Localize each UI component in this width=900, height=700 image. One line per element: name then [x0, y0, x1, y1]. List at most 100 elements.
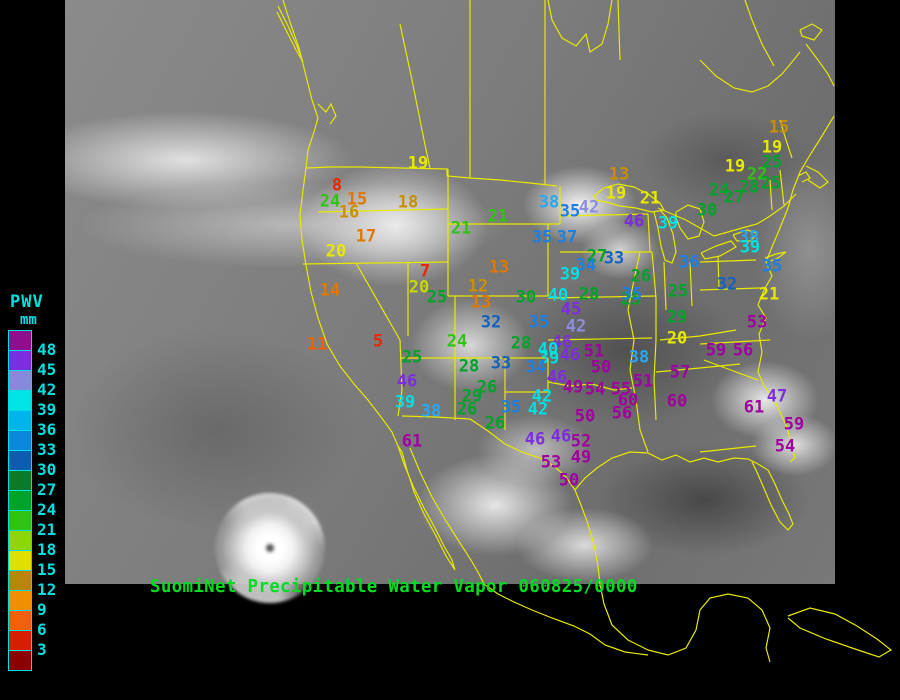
station-value: 15	[346, 189, 368, 210]
station-value: 21	[487, 206, 509, 227]
legend-title: PWV	[10, 292, 44, 312]
station-value: 46	[396, 371, 418, 392]
station-value: 25	[760, 173, 782, 194]
legend-tick-label: 39	[37, 400, 57, 419]
legend-swatch	[9, 511, 31, 531]
station-value: 49	[570, 447, 592, 468]
legend-tick-label: 45	[37, 360, 57, 379]
us-canada-border-west	[305, 166, 558, 187]
station-value: 56	[732, 340, 754, 361]
station-value: 35	[500, 397, 522, 418]
baja-coast	[397, 445, 456, 571]
station-value: 50	[574, 406, 596, 427]
station-value: 37	[556, 227, 578, 248]
station-value: 57	[669, 362, 691, 383]
station-value: 28	[578, 284, 600, 305]
station-value: 54	[584, 379, 606, 400]
station-value: 13	[470, 292, 492, 313]
us-mexico-border	[401, 415, 576, 491]
station-value: 35	[761, 256, 783, 277]
station-value: 20	[408, 277, 430, 298]
quebec-coast	[699, 51, 801, 93]
station-value: 61	[743, 397, 765, 418]
station-value: 34	[525, 357, 547, 378]
legend-tick-label: 48	[37, 340, 57, 359]
legend-swatch	[9, 611, 31, 631]
ks-ok-border	[547, 337, 653, 341]
lake-ontario	[732, 229, 758, 242]
station-value: 56	[611, 403, 633, 424]
station-value: 25	[761, 152, 783, 173]
station-value: 46	[546, 367, 568, 388]
station-value: 39	[657, 213, 679, 234]
ok-tx-border	[547, 381, 633, 391]
bc-alberta-border	[399, 23, 431, 169]
gulf-st-lawrence	[805, 43, 835, 87]
station-value: 26	[630, 266, 652, 287]
station-value: 18	[397, 192, 419, 213]
station-value: 42	[565, 316, 587, 337]
legend-tick-label: 27	[37, 480, 57, 499]
legend-tick-label: 30	[37, 460, 57, 479]
station-value: 32	[716, 274, 738, 295]
station-value: 25	[426, 287, 448, 308]
legend-tick-label: 3	[37, 640, 47, 659]
ny-pa-border	[699, 259, 757, 263]
cape-cod	[797, 171, 811, 183]
station-value: 35	[531, 227, 553, 248]
legend-swatch	[9, 331, 31, 351]
station-value: 36	[678, 252, 700, 273]
legend-tick-label: 21	[37, 520, 57, 539]
station-value: 52	[570, 431, 592, 452]
legend-swatch	[9, 631, 31, 651]
station-value: 33	[603, 248, 625, 269]
42n-state-line	[302, 261, 449, 265]
legend-tick-label: 15	[37, 560, 57, 579]
station-value: 35	[559, 201, 581, 222]
station-value: 51	[632, 371, 654, 392]
station-value: 21	[450, 218, 472, 239]
station-value: 46	[559, 345, 581, 366]
nh-me-border	[779, 169, 785, 206]
lake-erie	[700, 240, 737, 260]
station-value: 39	[739, 237, 761, 258]
mexico-pacific-coast	[483, 583, 649, 656]
station-value: 16	[338, 202, 360, 223]
lake-michigan	[653, 209, 677, 264]
legend-tick-label: 33	[37, 440, 57, 459]
station-value: 15	[768, 117, 790, 138]
legend-bar-wrap: 48 45 42 39 36 33 30 27 24 21 18 15 12 9 6 3	[8, 330, 56, 671]
legend-swatch	[9, 451, 31, 471]
legend-tick-label: 24	[37, 500, 57, 519]
tn-al-ga-border	[655, 363, 741, 373]
station-value: 19	[605, 183, 627, 204]
station-value: 25	[667, 281, 689, 302]
puget-sound	[317, 102, 337, 125]
legend-swatch	[9, 351, 31, 371]
lake-huron	[675, 204, 705, 240]
newfoundland	[799, 23, 823, 41]
station-value: 21	[639, 188, 661, 209]
station-value: 20	[325, 241, 347, 262]
legend-tick-label: 6	[37, 620, 47, 639]
legend-tick-label: 12	[37, 580, 57, 599]
gulf-west-coast	[574, 489, 649, 651]
station-value: 8	[331, 175, 343, 196]
station-value: 7	[419, 261, 431, 282]
station-value: 39	[559, 264, 581, 285]
station-value: 35	[528, 312, 550, 333]
legend-swatch	[9, 491, 31, 511]
station-value: 38	[738, 227, 760, 248]
station-value: 35	[621, 284, 643, 305]
gulf-us-coast	[574, 451, 759, 491]
station-value: 32	[480, 312, 502, 333]
station-value: 20	[666, 328, 688, 349]
station-value: 39	[538, 348, 560, 369]
nc-sc-border	[703, 359, 759, 381]
station-value: 46	[550, 426, 572, 447]
station-value: 29	[461, 386, 483, 407]
long-island	[764, 251, 787, 263]
ga-fl-border	[699, 445, 757, 453]
station-value: 28	[458, 356, 480, 377]
